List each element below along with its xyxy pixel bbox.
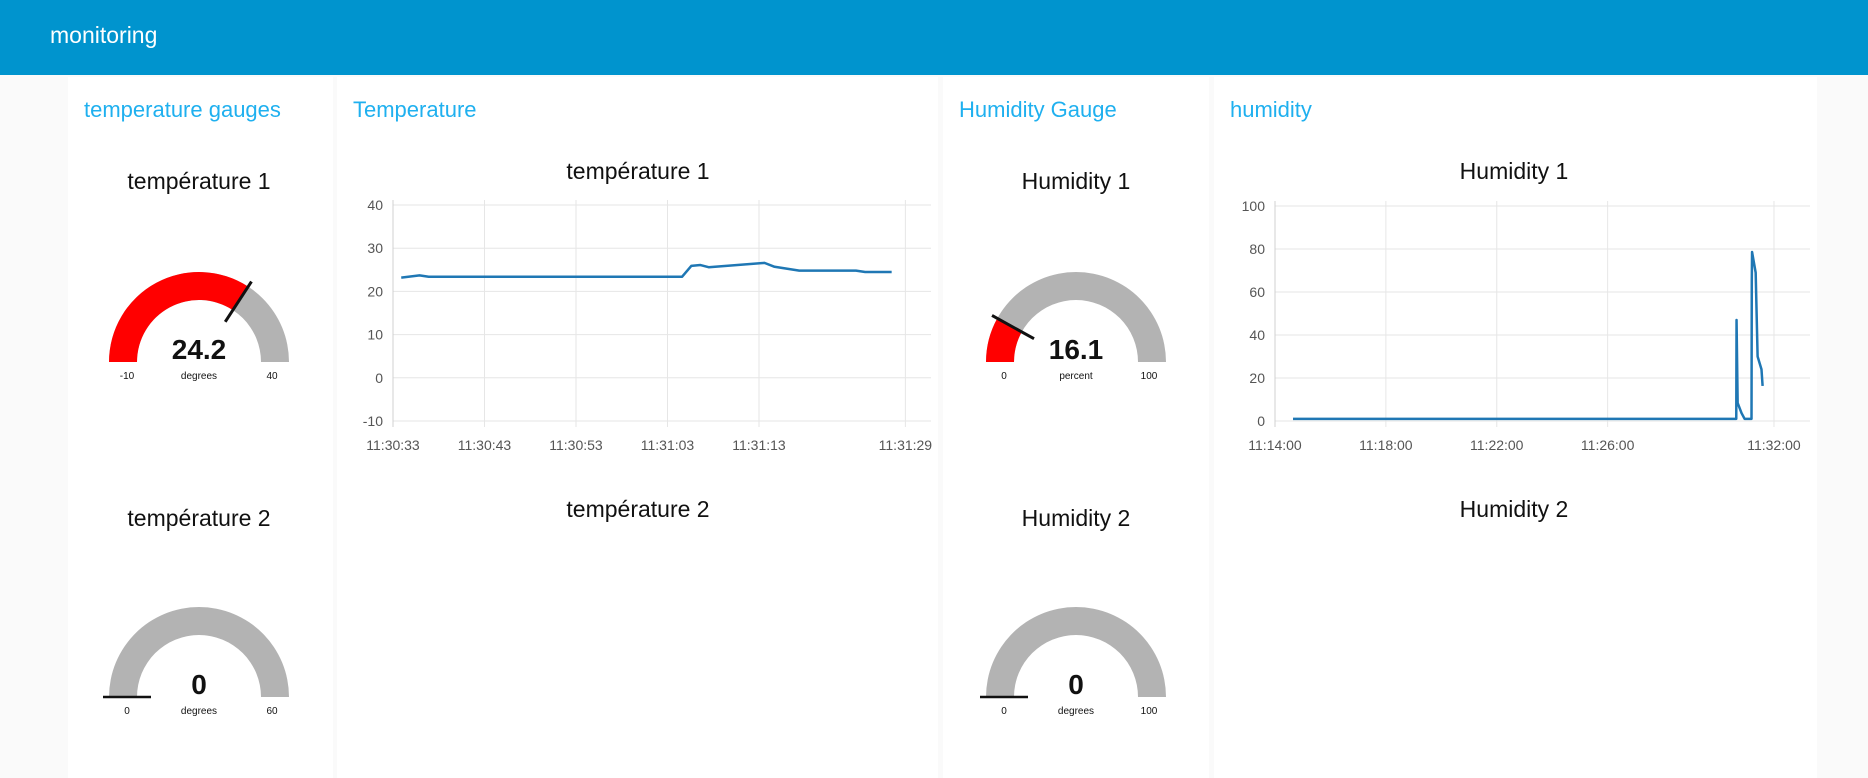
gauge-min-label: 0 — [1001, 706, 1007, 717]
y-tick-label: 0 — [1257, 413, 1265, 429]
gauge-units-label: degrees — [181, 706, 217, 717]
x-tick-label: 11:30:33 — [366, 437, 420, 453]
gauge-value: 0 — [1068, 669, 1084, 700]
gauge-max-label: 100 — [1141, 706, 1158, 717]
y-tick-label: 40 — [1249, 327, 1265, 343]
gauge-value-arc — [986, 318, 1022, 362]
gauge-max-label: 40 — [266, 371, 278, 382]
gauge-title: Humidity 1 — [1021, 168, 1131, 194]
gauge-value: 0 — [191, 669, 207, 700]
panel-temperature: Temperature — [337, 77, 938, 778]
gauge-title: température 1 — [127, 168, 271, 194]
x-tick-label: 11:26:00 — [1581, 437, 1635, 453]
gauge-title: température 2 — [127, 505, 271, 531]
panel-temperature-gauges: temperature gauges — [68, 77, 333, 778]
x-tick-label: 11:31:29 — [879, 437, 933, 453]
y-tick-label: 30 — [367, 240, 383, 256]
panel-humidity-gauge: Humidity Gauge — [943, 77, 1209, 778]
y-tick-label: 40 — [367, 197, 383, 213]
gauge-units-label: degrees — [181, 371, 217, 382]
x-tick-label: 11:30:53 — [549, 437, 603, 453]
panel-title: Temperature — [353, 97, 477, 122]
gauge-title: Humidity 2 — [1021, 505, 1131, 531]
gauge-value-arc — [109, 272, 249, 362]
y-tick-label: 100 — [1242, 198, 1266, 214]
y-tick-label: 60 — [1249, 284, 1265, 300]
x-tick-label: 11:14:00 — [1248, 437, 1302, 453]
gauge-max-label: 60 — [266, 706, 278, 717]
chart-title: Humidity 1 — [1459, 158, 1569, 184]
x-tick-label: 11:30:43 — [458, 437, 512, 453]
app-title: monitoring — [50, 22, 158, 48]
gauge-min-label: 0 — [1001, 371, 1007, 382]
gauge-value: 16.1 — [1049, 334, 1104, 365]
chart-title: Humidity 2 — [1459, 496, 1569, 522]
x-tick-label: 11:22:00 — [1470, 437, 1524, 453]
gauge-units-label: degrees — [1058, 706, 1094, 717]
y-tick-label: 0 — [375, 370, 383, 386]
panel-title: Humidity Gauge — [959, 97, 1117, 122]
gauge-needle — [223, 280, 253, 323]
y-tick-label: 20 — [367, 283, 383, 299]
gauge-min-label: -10 — [120, 371, 135, 382]
x-tick-label: 11:31:03 — [641, 437, 695, 453]
gauge-min-label: 0 — [124, 706, 130, 717]
chart-title: température 2 — [566, 496, 710, 522]
y-tick-label: 80 — [1249, 241, 1265, 257]
panel-title: humidity — [1230, 97, 1312, 122]
gauge-value: 24.2 — [172, 334, 227, 365]
y-tick-label: 20 — [1249, 370, 1265, 386]
gauge-max-label: 100 — [1141, 371, 1158, 382]
panel-title: temperature gauges — [84, 97, 281, 122]
x-tick-label: 11:31:13 — [732, 437, 786, 453]
chart-title: température 1 — [566, 158, 710, 184]
gauge-background-arc — [986, 272, 1166, 362]
x-tick-label: 11:32:00 — [1747, 437, 1801, 453]
gauge-units-label: percent — [1059, 371, 1093, 382]
y-tick-label: -10 — [363, 413, 383, 429]
series-line — [1293, 250, 1764, 421]
series-line — [401, 261, 892, 279]
app-header: monitoring — [0, 0, 1868, 75]
gauge-background-arc — [986, 607, 1166, 697]
x-tick-label: 11:18:00 — [1359, 437, 1413, 453]
gauge-background-arc — [109, 607, 289, 697]
panel-humidity: humidity — [1214, 77, 1817, 778]
y-tick-label: 10 — [367, 327, 383, 343]
gauge-needle — [991, 314, 1035, 341]
